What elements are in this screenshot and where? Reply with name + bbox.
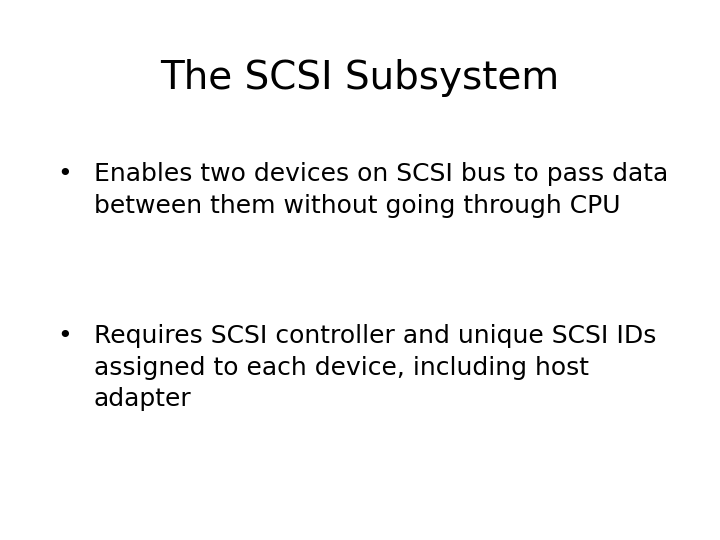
Text: Enables two devices on SCSI bus to pass data
between them without going through : Enables two devices on SCSI bus to pass … bbox=[94, 162, 668, 218]
Text: Requires SCSI controller and unique SCSI IDs
assigned to each device, including : Requires SCSI controller and unique SCSI… bbox=[94, 324, 656, 411]
Text: •: • bbox=[58, 324, 72, 348]
Text: •: • bbox=[58, 162, 72, 186]
Text: The SCSI Subsystem: The SCSI Subsystem bbox=[161, 59, 559, 97]
